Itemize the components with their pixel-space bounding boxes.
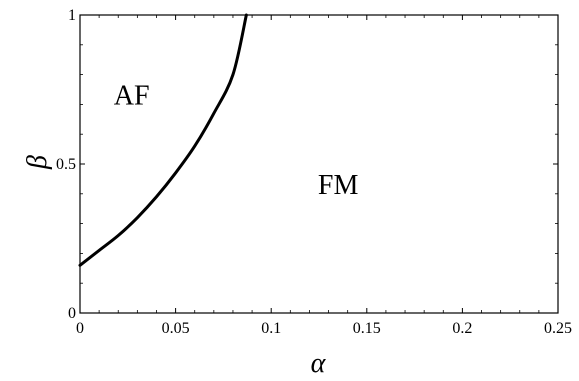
x-tick-label: 0.1 xyxy=(261,320,281,337)
region-label-fm: FM xyxy=(318,170,359,201)
x-tick-label: 0.05 xyxy=(162,320,190,337)
y-axis-title: β xyxy=(22,155,53,170)
x-axis-title: α xyxy=(311,348,327,379)
x-tick-label: 0.15 xyxy=(353,320,381,337)
axis-layer: 0 0.05 0.1 0.15 0.2 0.25 0 0.5 1 xyxy=(56,7,572,337)
y-tick-label: 1 xyxy=(68,7,76,24)
y-tick-label: 0 xyxy=(68,305,76,322)
annotation-layer: AF FM xyxy=(114,80,359,200)
y-tick-label: 0.5 xyxy=(56,156,76,173)
x-tick-label: 0.2 xyxy=(452,320,472,337)
x-tick-label: 0 xyxy=(76,320,84,337)
phase-boundary-line xyxy=(78,13,248,267)
x-tick-label: 0.25 xyxy=(544,320,572,337)
series-layer xyxy=(78,13,248,267)
plot-frame xyxy=(79,14,559,314)
region-label-af: AF xyxy=(114,80,150,111)
